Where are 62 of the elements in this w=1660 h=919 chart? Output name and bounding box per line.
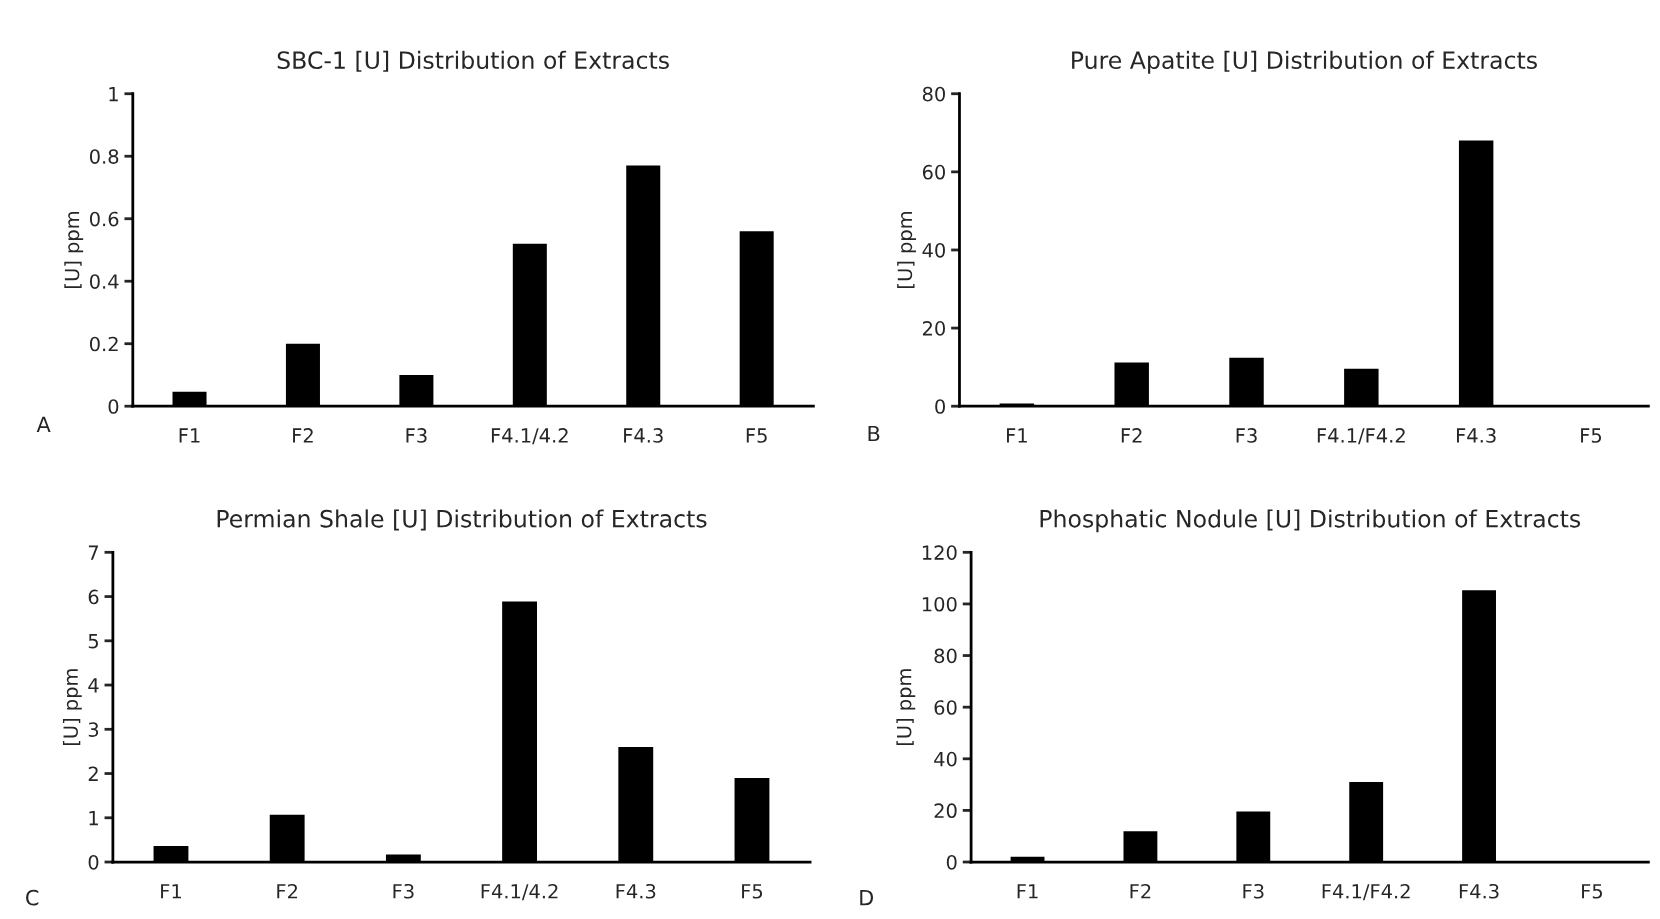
x-tick-label: F3: [393, 883, 414, 899]
y-axis-title: [U] ppm: [62, 669, 82, 746]
chart-title: SBC-1 [U] Distribution of Extracts: [277, 50, 669, 72]
x-tick-label: F5: [746, 428, 767, 443]
y-axis-title: [U] ppm: [897, 212, 916, 288]
y-tick-label: 0.6: [89, 211, 119, 227]
x-tick-label: F3: [1236, 428, 1257, 443]
text: A: [36, 416, 51, 432]
y-tick-label: 0: [108, 399, 119, 414]
y-tick-label: 1: [89, 810, 98, 826]
y-tick-label: 0.8: [89, 149, 119, 164]
x-tick-label: F1: [179, 428, 200, 443]
x-tick-label: F4.3: [616, 883, 656, 899]
x-tick-label: F4.1/4.2: [491, 428, 568, 445]
x-tick-label: F1: [1007, 428, 1027, 443]
x-tick-label: F4.1/4.2: [481, 883, 558, 901]
y-tick-label: 0.4: [89, 274, 119, 289]
x-tick-label: F4.1/F4.2: [1322, 883, 1410, 901]
y-tick-label: 120: [922, 545, 957, 560]
y-tick-label: 60: [934, 700, 957, 715]
x-tick-label: F3: [1243, 883, 1264, 899]
y-tick-label: 4: [88, 678, 99, 693]
x-tick-label: F5: [1581, 428, 1602, 443]
y-tick-label: 20: [934, 803, 957, 819]
x-tick-label: F4.3: [1459, 883, 1499, 899]
y-tick-label: 3: [88, 722, 99, 737]
text: D: [860, 890, 874, 906]
x-tick-label: F3: [406, 428, 427, 443]
y-tick-label: 60: [922, 164, 945, 180]
x-tick-label: F4.3: [624, 428, 663, 443]
y-tick-label: 2: [88, 766, 98, 781]
x-tick-label: F2: [1121, 428, 1142, 443]
chart-title: Permian Shale [U] Distribution of Extracts: [217, 509, 707, 531]
chart-title: Phosphatic Nodule [U] Distribution of Extracts: [1040, 509, 1581, 533]
y-tick-label: 7: [88, 545, 99, 560]
x-tick-label: F1: [161, 884, 181, 899]
x-tick-label: F4.3: [1457, 428, 1496, 443]
text: B: [868, 425, 880, 442]
chart-title: Pure Apatite [U] Distribution of Extracts: [1072, 50, 1537, 74]
y-tick-label: 80: [934, 648, 957, 664]
y-tick-label: 0: [946, 854, 957, 870]
y-tick-label: 0: [88, 854, 99, 870]
x-tick-label: F5: [1582, 884, 1603, 899]
x-tick-label: F2: [277, 883, 298, 899]
y-tick-label: 20: [922, 321, 945, 336]
y-tick-label: 40: [922, 242, 945, 258]
x-tick-label: F1: [1017, 884, 1038, 899]
y-tick-label: 6: [88, 589, 99, 605]
y-tick-label: 80: [922, 86, 945, 102]
y-tick-label: 100: [922, 596, 957, 612]
x-tick-label: F2: [293, 428, 313, 443]
text: C: [26, 889, 39, 906]
y-tick-label: 5: [88, 634, 98, 649]
x-tick-label: F5: [742, 884, 763, 899]
y-axis-title: [U] ppm: [896, 669, 916, 746]
y-tick-label: 40: [934, 751, 957, 767]
x-tick-label: F2: [1130, 883, 1151, 899]
y-tick-label: 1: [109, 86, 118, 102]
y-axis-title: [U] ppm: [64, 212, 84, 288]
y-tick-label: 0: [935, 399, 945, 414]
y-tick-label: 0.2: [89, 336, 118, 352]
x-tick-label: F4.1/F4.2: [1317, 428, 1405, 445]
